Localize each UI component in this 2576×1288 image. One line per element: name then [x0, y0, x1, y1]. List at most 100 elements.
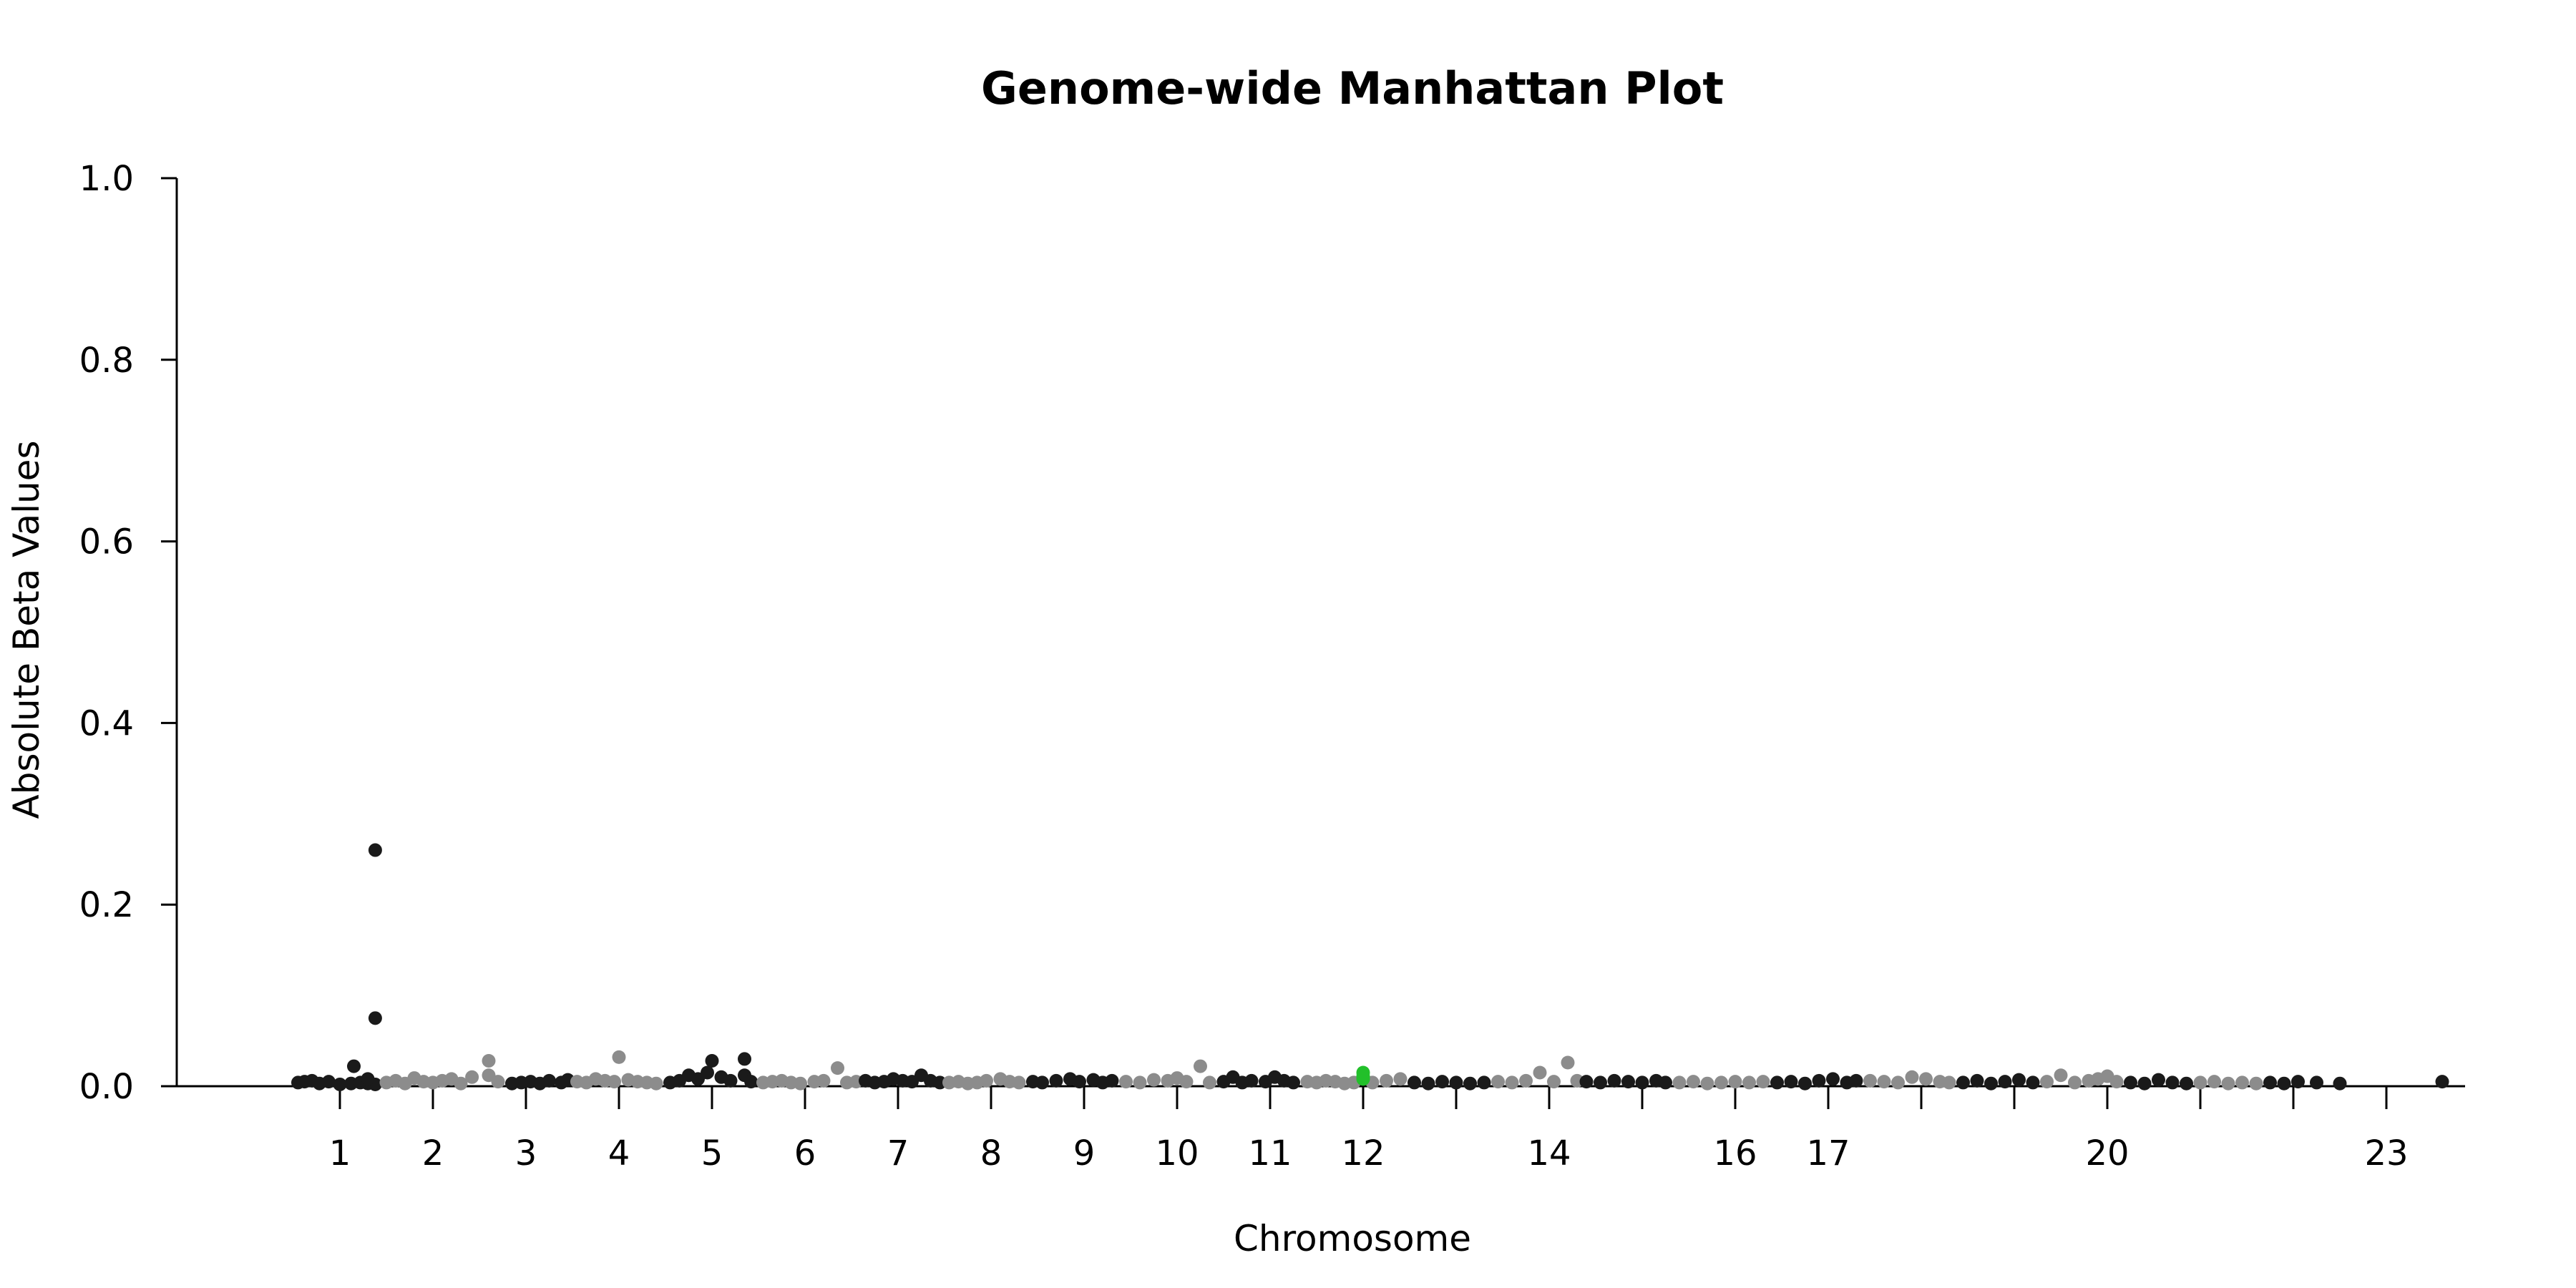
data-points [291, 843, 2449, 1091]
data-point [2137, 1076, 2152, 1091]
data-point [1435, 1075, 1449, 1089]
data-point [2207, 1075, 2221, 1089]
x-tick-label: 2 [422, 1133, 444, 1174]
data-point [1659, 1075, 1672, 1090]
data-point [2235, 1075, 2249, 1090]
data-point [2040, 1075, 2054, 1089]
chart-title: Genome-wide Manhattan Plot [981, 62, 1724, 114]
data-point [2109, 1075, 2124, 1089]
data-point [1380, 1073, 1393, 1088]
data-point [1463, 1076, 1477, 1091]
data-point [1687, 1075, 1700, 1089]
y-tick-label: 0.4 [79, 703, 134, 743]
data-point [1812, 1073, 1826, 1088]
data-point [1421, 1076, 1435, 1091]
data-point [1287, 1075, 1300, 1090]
data-point [2249, 1076, 2263, 1091]
data-point [1133, 1075, 1147, 1090]
data-point [1119, 1075, 1133, 1089]
data-point [705, 1053, 719, 1068]
data-point [701, 1065, 714, 1080]
data-point [2221, 1076, 2235, 1091]
data-point [1756, 1075, 1770, 1089]
data-point [1491, 1075, 1505, 1089]
x-tick-label: 8 [980, 1133, 1002, 1174]
data-point [542, 1073, 556, 1088]
x-tick-label: 9 [1073, 1133, 1096, 1174]
y-axis: 0.0 0.2 0.4 0.6 0.8 1.0 [79, 159, 178, 1107]
x-axis: 1 2 3 4 5 6 7 8 9 10 11 12 14 16 17 20 23 [177, 1085, 2465, 1174]
data-point [1049, 1073, 1063, 1088]
x-tick-label: 4 [608, 1133, 630, 1174]
data-point [2277, 1076, 2291, 1091]
data-point [454, 1076, 468, 1091]
data-point [1579, 1075, 1594, 1089]
data-point [1179, 1075, 1194, 1089]
x-tick-label: 20 [2085, 1133, 2129, 1174]
data-point [1905, 1070, 1919, 1084]
data-point [1863, 1073, 1877, 1088]
data-point [2180, 1076, 2193, 1091]
data-point [723, 1073, 738, 1088]
data-point [608, 1075, 621, 1089]
data-point [1393, 1072, 1407, 1086]
data-point [612, 1050, 626, 1064]
data-point [1147, 1073, 1161, 1087]
data-point [1012, 1075, 1026, 1090]
data-point [347, 1059, 361, 1073]
x-tick-label: 3 [515, 1133, 537, 1174]
x-tick-label: 7 [887, 1133, 909, 1174]
data-point [2124, 1075, 2137, 1090]
data-point [1956, 1075, 1970, 1090]
data-point [1449, 1075, 1463, 1090]
data-point [1700, 1076, 1714, 1091]
data-point [1194, 1059, 1207, 1073]
data-point [980, 1073, 993, 1088]
data-point [1742, 1075, 1756, 1090]
x-tick-label: 6 [794, 1133, 816, 1174]
data-point [1849, 1073, 1863, 1088]
data-point [2333, 1076, 2347, 1091]
data-point [2193, 1075, 2207, 1090]
data-point [2012, 1073, 2026, 1087]
data-point [1035, 1075, 1049, 1090]
data-point [1784, 1075, 1798, 1089]
data-point [1714, 1075, 1728, 1090]
y-tick-label: 0.2 [79, 885, 134, 925]
data-point [1561, 1055, 1575, 1070]
x-tick-label: 11 [1248, 1133, 1292, 1174]
data-point [2026, 1075, 2040, 1090]
data-point [368, 843, 382, 857]
x-tick-label: 23 [2364, 1133, 2408, 1174]
data-point [1970, 1073, 1984, 1088]
data-point [1728, 1075, 1742, 1089]
data-point [1594, 1075, 1607, 1090]
highlight-point [1356, 1072, 1370, 1086]
data-point [2068, 1075, 2082, 1090]
data-point [2291, 1075, 2305, 1089]
data-point [1621, 1075, 1635, 1089]
data-point [816, 1073, 831, 1088]
data-point [2152, 1073, 2165, 1087]
y-tick-label: 0.0 [79, 1067, 134, 1107]
data-point [2310, 1075, 2323, 1090]
data-point [738, 1052, 751, 1066]
data-point [1073, 1075, 1086, 1089]
x-tick-label: 16 [1713, 1133, 1757, 1174]
data-point [1407, 1075, 1421, 1090]
data-point [2165, 1075, 2180, 1090]
y-axis-label: Absolute Beta Values [6, 441, 47, 819]
data-point [744, 1075, 758, 1089]
data-point [1919, 1072, 1933, 1086]
data-point [649, 1076, 663, 1091]
data-point [1877, 1075, 1891, 1089]
data-point [2435, 1075, 2449, 1089]
data-point [482, 1053, 496, 1068]
x-tick-label: 12 [1341, 1133, 1385, 1174]
data-point [1770, 1075, 1784, 1090]
data-point [368, 1011, 382, 1025]
data-point [1672, 1075, 1687, 1090]
x-axis-label: Chromosome [1234, 1218, 1471, 1259]
data-point [1635, 1075, 1649, 1090]
